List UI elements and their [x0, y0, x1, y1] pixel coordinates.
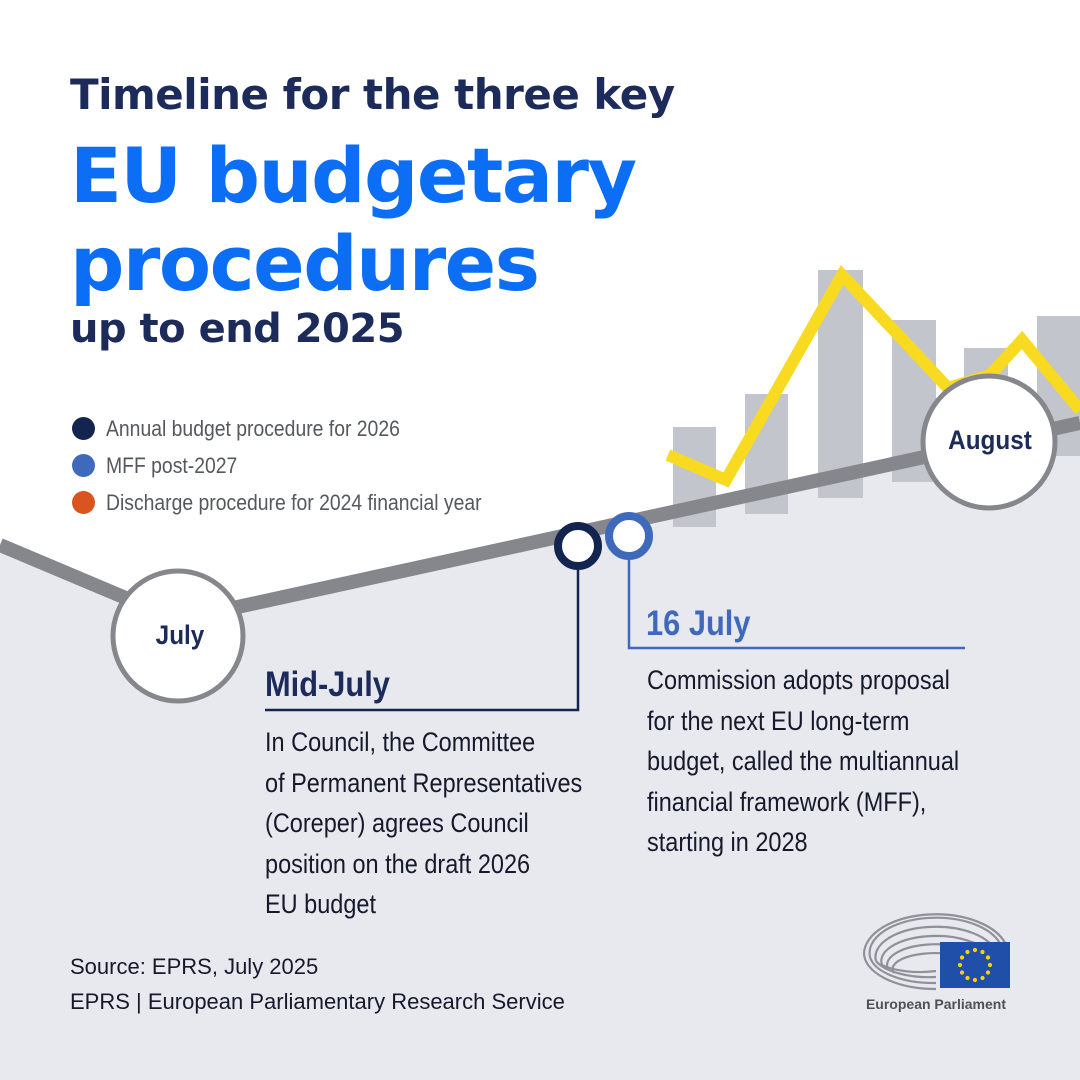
event-marker-16-july	[605, 512, 653, 560]
title-line-2: EU budgetary	[70, 131, 637, 220]
month-label-august: August	[948, 425, 1032, 455]
source-note: Source: EPRS, July 2025	[70, 954, 319, 979]
description-line: position on the draft 2026	[265, 848, 531, 879]
eu-star-icon	[957, 962, 963, 968]
legend-item-discharge: Discharge procedure for 2024 financial y…	[72, 484, 533, 521]
eu-star-icon	[987, 962, 993, 968]
description-line: for the next EU long-term	[647, 705, 910, 736]
legend-item-mff: MFF post-2027	[72, 447, 533, 484]
event-date-16-july: 16 July	[646, 604, 751, 643]
eu-star-icon	[972, 977, 978, 983]
organization-credit: EPRS | European Parliamentary Research S…	[70, 989, 565, 1014]
month-circle-july	[110, 568, 246, 704]
description-line: (Coreper) agrees Council	[265, 808, 529, 838]
description-line: In Council, the Committee	[265, 727, 536, 757]
legend-label: MFF post-2027	[106, 452, 238, 478]
eu-star-icon	[985, 955, 991, 960]
description-line: of Permanent Representatives	[265, 767, 583, 798]
legend-label: Discharge procedure for 2024 financial y…	[106, 489, 482, 515]
title-line-3: procedures	[70, 219, 540, 308]
event-description-mid-july: In Council, the Committee of Permanent R…	[265, 722, 582, 925]
eu-star-icon	[980, 949, 985, 955]
event-description-16-july: Commission adopts proposal for the next …	[647, 660, 959, 863]
event-connector-16-july	[627, 560, 965, 650]
description-line: EU budget	[265, 889, 377, 919]
eu-star-icon	[959, 955, 965, 960]
description-line: budget, called the multiannual	[647, 746, 960, 776]
month-label-july: July	[155, 620, 205, 650]
description-line: starting in 2028	[647, 827, 808, 857]
title-line-4: up to end 2025	[70, 306, 405, 352]
eu-star-icon	[985, 970, 991, 975]
eu-star-icon	[972, 947, 978, 953]
month-circle-august	[920, 373, 1058, 511]
title-line-1: Timeline for the three key	[70, 70, 675, 119]
description-line: Commission adopts proposal	[647, 665, 950, 695]
eu-star-icon	[965, 949, 970, 955]
eu-star-icon	[959, 970, 965, 975]
legend-dot-icon	[72, 491, 95, 514]
european-parliament-logo-icon	[862, 913, 1010, 991]
european-parliament-name: European Parliament	[865, 996, 1007, 1012]
legend-dot-icon	[72, 417, 95, 440]
event-date-mid-july: Mid-July	[265, 665, 390, 704]
description-line: financial framework (MFF),	[647, 786, 927, 817]
legend-dot-icon	[72, 454, 95, 477]
legend-label: Annual budget procedure for 2026	[106, 415, 400, 441]
eu-star-icon	[980, 975, 985, 981]
event-connector-mid-july	[265, 570, 580, 712]
lower-background-panel	[0, 423, 1080, 1080]
legend-item-annual-budget: Annual budget procedure for 2026	[72, 410, 533, 447]
legend: Annual budget procedure for 2026 MFF pos…	[72, 410, 533, 521]
event-marker-mid-july	[554, 522, 602, 570]
eu-star-icon	[965, 975, 970, 981]
